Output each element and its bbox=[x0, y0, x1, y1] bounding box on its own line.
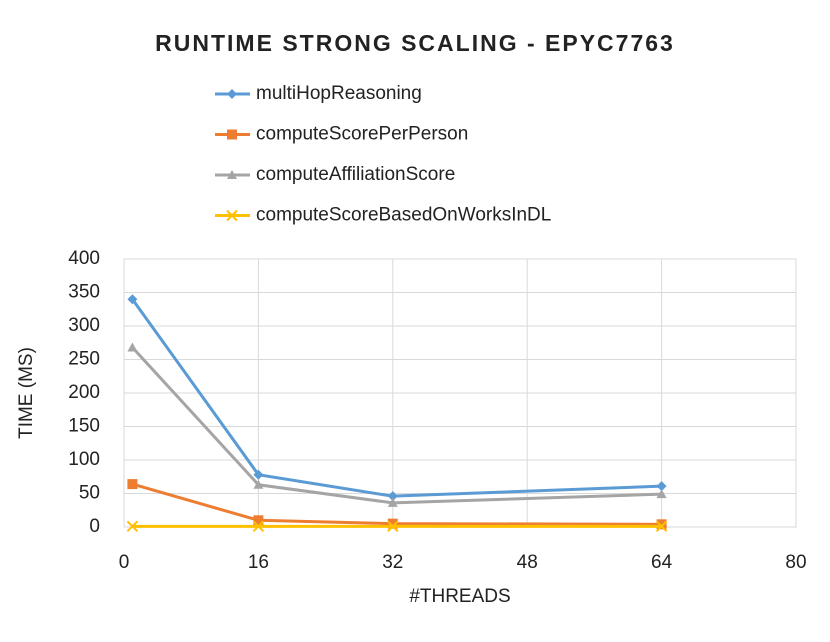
x-axis-label: #THREADS bbox=[409, 586, 510, 607]
marker bbox=[253, 469, 264, 480]
marker bbox=[387, 491, 398, 502]
x-tick-label: 80 bbox=[785, 552, 806, 573]
marker bbox=[656, 489, 667, 499]
marker bbox=[656, 519, 667, 530]
marker bbox=[227, 170, 237, 179]
x-tick-label: 0 bbox=[119, 552, 130, 573]
marker bbox=[253, 515, 264, 526]
marker bbox=[387, 518, 398, 529]
series-line bbox=[131, 298, 662, 498]
y-tick-label: 250 bbox=[68, 349, 100, 370]
x-tick-label: 32 bbox=[382, 552, 403, 573]
y-tick-label: 0 bbox=[89, 516, 100, 537]
marker bbox=[387, 497, 398, 507]
marker bbox=[127, 342, 138, 352]
marker bbox=[655, 520, 668, 533]
x-tick-label: 64 bbox=[651, 552, 673, 573]
marker bbox=[226, 209, 238, 222]
marker bbox=[127, 479, 138, 490]
y-tick-label: 100 bbox=[68, 449, 100, 470]
legend-label: computeScorePerPerson bbox=[256, 124, 468, 145]
marker bbox=[227, 129, 237, 140]
marker bbox=[127, 294, 138, 305]
legend-label: multiHopReasoning bbox=[256, 83, 422, 104]
chart-title: RUNTIME STRONG SCALING - EPYC7763 bbox=[155, 30, 675, 56]
y-axis-label: TIME (MS) bbox=[16, 347, 37, 439]
x-tick-label: 16 bbox=[248, 552, 269, 573]
y-tick-label: 400 bbox=[68, 248, 100, 269]
marker bbox=[387, 520, 399, 533]
y-tick-label: 150 bbox=[68, 416, 100, 437]
marker bbox=[252, 520, 265, 533]
marker bbox=[126, 520, 139, 533]
y-tick-label: 50 bbox=[79, 483, 100, 504]
legend-label: computeScoreBasedOnWorksInDL bbox=[256, 205, 551, 226]
marker bbox=[227, 89, 237, 99]
y-tick-label: 200 bbox=[68, 382, 100, 403]
legend-label: computeAffiliationScore bbox=[256, 164, 455, 185]
y-tick-label: 350 bbox=[68, 282, 100, 303]
x-tick-label: 48 bbox=[517, 552, 538, 573]
y-tick-label: 300 bbox=[68, 315, 100, 336]
marker bbox=[253, 479, 264, 489]
series-line bbox=[131, 346, 662, 505]
marker bbox=[656, 481, 667, 492]
series-line bbox=[131, 482, 662, 526]
